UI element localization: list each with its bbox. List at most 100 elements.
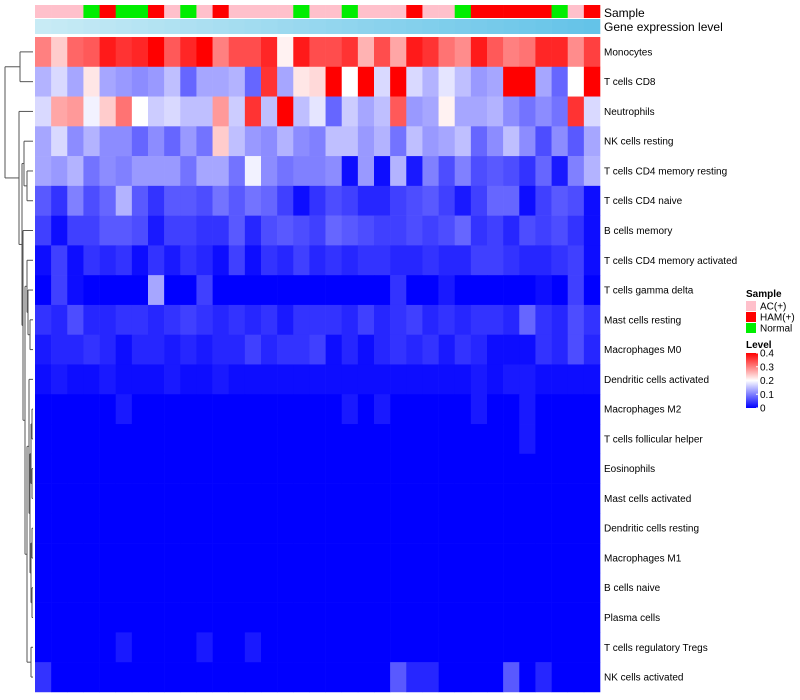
gene-expression-annotation-cell <box>244 19 262 34</box>
heatmap-cell <box>535 394 552 425</box>
heatmap-cell <box>519 66 536 97</box>
heatmap-cell <box>35 543 52 574</box>
heatmap-cell <box>244 364 262 395</box>
sample-annotation-cell <box>503 5 520 18</box>
heatmap-cell <box>583 37 601 68</box>
heatmap-cell <box>164 483 181 514</box>
heatmap-cell <box>325 453 343 484</box>
heatmap-cell <box>454 364 472 395</box>
heatmap-cell <box>180 304 197 335</box>
heatmap-cell <box>519 215 536 246</box>
heatmap-cell <box>535 602 552 633</box>
heatmap-cell <box>357 453 375 484</box>
heatmap-cell <box>470 662 488 693</box>
heatmap-cell <box>438 424 456 455</box>
heatmap-cell <box>99 662 117 693</box>
heatmap-cell <box>148 245 165 276</box>
heatmap-cell <box>325 245 343 276</box>
heatmap-cell <box>180 66 197 97</box>
heatmap-cell <box>196 66 213 97</box>
row-label: NK cells resting <box>604 137 673 148</box>
heatmap-cell <box>470 513 488 544</box>
heatmap-cell <box>83 66 100 97</box>
heatmap-cell <box>487 66 504 97</box>
heatmap-cell <box>519 662 536 693</box>
heatmap-cell <box>293 632 310 663</box>
heatmap-cell <box>341 483 359 514</box>
heatmap-cell <box>487 96 504 127</box>
heatmap-cell <box>535 543 552 574</box>
heatmap-cell <box>374 513 391 544</box>
heatmap-cell <box>67 632 84 663</box>
sample-annotation-cell <box>390 5 407 18</box>
heatmap-cell <box>470 334 488 365</box>
heatmap-cell <box>519 96 536 127</box>
row-label: Plasma cells <box>604 613 660 624</box>
heatmap-cell <box>374 394 391 425</box>
heatmap-cell <box>212 96 230 127</box>
heatmap-cell <box>51 126 68 157</box>
heatmap-cell <box>325 662 343 693</box>
heatmap-cell <box>51 156 68 187</box>
heatmap-cell <box>293 394 310 425</box>
heatmap-cell <box>567 156 585 187</box>
gene-expression-annotation-cell <box>325 19 343 34</box>
heatmap-cell <box>357 513 375 544</box>
gene-expression-annotation-cell <box>406 19 423 34</box>
heatmap-cell <box>244 304 262 335</box>
heatmap-cell <box>148 632 165 663</box>
heatmap-cell <box>51 334 68 365</box>
heatmap-cell <box>277 394 294 425</box>
heatmap-cell <box>390 66 407 97</box>
heatmap-cell <box>438 543 456 574</box>
heatmap-cell <box>180 513 197 544</box>
heatmap-cell <box>503 602 520 633</box>
heatmap-cell <box>244 275 262 306</box>
gene-expression-annotation-cell <box>341 19 359 34</box>
heatmap-cell <box>519 364 536 395</box>
heatmap-cell <box>115 96 133 127</box>
heatmap-cell <box>406 245 423 276</box>
gene-expression-annotation-cell <box>148 19 165 34</box>
heatmap-cell <box>212 453 230 484</box>
heatmap-cell <box>551 334 569 365</box>
heatmap-cell <box>228 572 246 603</box>
heatmap-cell <box>99 513 117 544</box>
heatmap-cell <box>244 96 262 127</box>
heatmap-cell <box>341 304 359 335</box>
heatmap-cell <box>277 453 294 484</box>
heatmap-cell <box>83 96 100 127</box>
heatmap-cell <box>228 394 246 425</box>
sample-legend: Sample AC(+)HAM(+)Normal <box>746 289 795 335</box>
heatmap-cell <box>261 632 278 663</box>
sample-annotation-cell <box>131 5 149 18</box>
heatmap-cell <box>454 334 472 365</box>
sample-annotation-cell <box>293 5 310 18</box>
heatmap-cell <box>261 364 278 395</box>
heatmap-cell <box>148 513 165 544</box>
heatmap-cell <box>164 96 181 127</box>
heatmap-cell <box>164 37 181 68</box>
heatmap-cell <box>67 483 84 514</box>
heatmap-cell <box>309 334 326 365</box>
heatmap-cell <box>164 364 181 395</box>
heatmap-cell <box>212 513 230 544</box>
heatmap-cell <box>67 662 84 693</box>
heatmap-cell <box>67 543 84 574</box>
heatmap-cell <box>180 572 197 603</box>
heatmap-cell <box>164 215 181 246</box>
sample-legend-swatch <box>746 312 756 322</box>
heatmap-cell <box>196 483 213 514</box>
heatmap-cell <box>487 275 504 306</box>
heatmap-cell <box>67 275 84 306</box>
sample-annotation-cell <box>244 5 262 18</box>
heatmap-cell <box>244 602 262 633</box>
heatmap-cell <box>131 424 149 455</box>
heatmap-cell <box>487 185 504 216</box>
sample-annotation-cell <box>67 5 84 18</box>
heatmap-cell <box>99 245 117 276</box>
heatmap-cell <box>325 96 343 127</box>
heatmap-cell <box>357 364 375 395</box>
heatmap-cell <box>212 126 230 157</box>
heatmap-cell <box>164 66 181 97</box>
